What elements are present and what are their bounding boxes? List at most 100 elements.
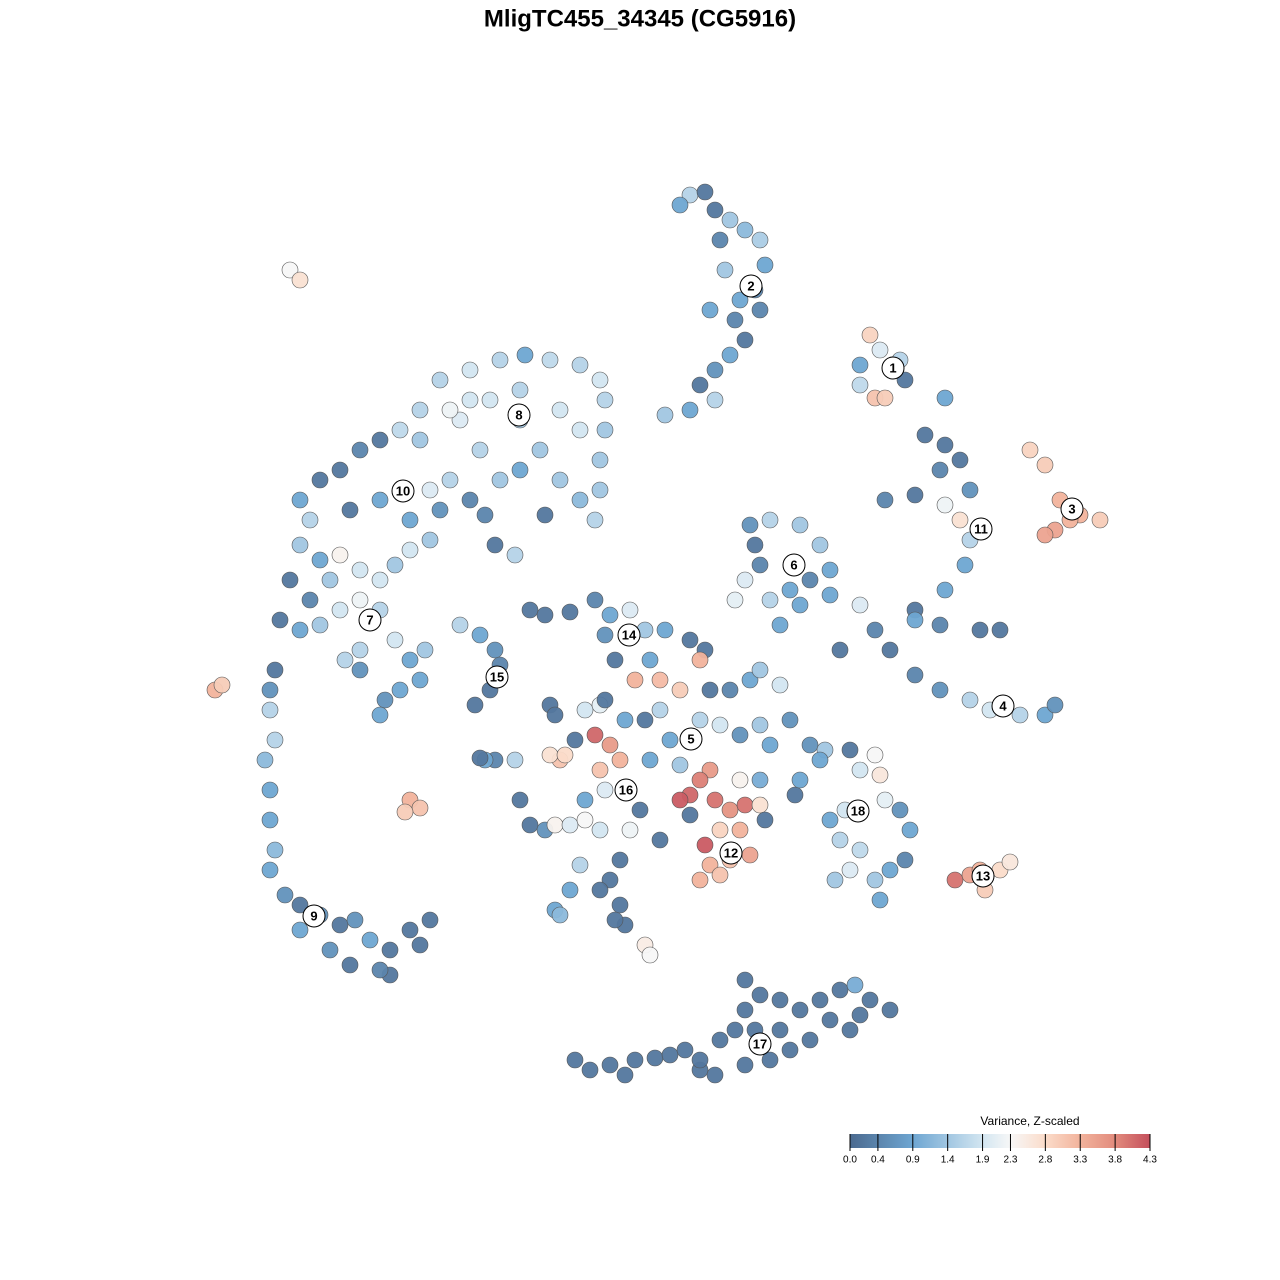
point <box>1036 706 1054 724</box>
point <box>411 799 429 817</box>
point <box>591 761 609 779</box>
point <box>961 481 979 499</box>
point <box>681 401 699 419</box>
cluster-marker <box>617 623 641 647</box>
point <box>331 916 349 934</box>
cluster-label: 4 <box>999 698 1007 713</box>
cluster-label: 2 <box>747 278 754 293</box>
point <box>916 426 934 444</box>
point <box>731 726 749 744</box>
point <box>311 471 329 489</box>
point <box>721 801 739 819</box>
point <box>771 616 789 634</box>
point <box>561 603 579 621</box>
point <box>736 571 754 589</box>
point <box>831 641 849 659</box>
point <box>476 506 494 524</box>
point <box>1036 456 1054 474</box>
point <box>471 626 489 644</box>
point <box>1091 511 1109 529</box>
point <box>691 871 709 889</box>
chart-title: MligTC455_34345 (CG5916) <box>484 5 796 32</box>
point <box>991 621 1009 639</box>
point <box>651 831 669 849</box>
point <box>441 471 459 489</box>
cluster-marker <box>739 274 763 298</box>
point <box>371 491 389 509</box>
point <box>726 311 744 329</box>
point <box>391 421 409 439</box>
point <box>951 511 969 529</box>
cluster-marker <box>358 608 382 632</box>
point <box>481 391 499 409</box>
point <box>521 601 539 619</box>
point <box>536 606 554 624</box>
point <box>591 371 609 389</box>
point <box>516 346 534 364</box>
point <box>291 621 309 639</box>
point <box>331 546 349 564</box>
point <box>566 1051 584 1069</box>
point <box>771 991 789 1009</box>
point <box>726 1021 744 1039</box>
point <box>351 441 369 459</box>
cluster-label: 1 <box>889 360 896 375</box>
point <box>386 556 404 574</box>
point <box>521 816 539 834</box>
point <box>486 536 504 554</box>
cluster-label: 11 <box>974 521 988 536</box>
colorbar-tick-label: 0.0 <box>843 1155 857 1166</box>
point <box>811 991 829 1009</box>
point <box>721 346 739 364</box>
point <box>946 871 964 889</box>
point <box>561 816 579 834</box>
point <box>1046 696 1064 714</box>
point <box>1001 853 1019 871</box>
point <box>851 596 869 614</box>
point <box>906 666 924 684</box>
point <box>576 701 594 719</box>
cluster-label: 14 <box>622 627 637 642</box>
point <box>881 1001 899 1019</box>
point <box>761 511 779 529</box>
colorbar-tick-label: 2.3 <box>1004 1155 1018 1166</box>
point <box>676 1041 694 1059</box>
point <box>761 591 779 609</box>
point <box>736 1056 754 1074</box>
cluster-marker <box>719 841 743 865</box>
colorbar-tick-label: 3.3 <box>1073 1155 1087 1166</box>
point <box>641 751 659 769</box>
point <box>936 436 954 454</box>
colorbar-tick-label: 3.8 <box>1108 1155 1122 1166</box>
colorbar-tick-label: 4.3 <box>1143 1155 1157 1166</box>
point <box>846 976 864 994</box>
point <box>936 496 954 514</box>
point <box>971 621 989 639</box>
point <box>861 326 879 344</box>
point <box>581 1061 599 1079</box>
point <box>421 481 439 499</box>
point <box>416 641 434 659</box>
point <box>596 781 614 799</box>
cluster-label: 5 <box>687 731 694 746</box>
cluster-marker <box>846 799 870 823</box>
point <box>626 671 644 689</box>
point <box>291 536 309 554</box>
point <box>741 516 759 534</box>
point <box>301 511 319 529</box>
colorbar-tick-label: 0.4 <box>871 1155 885 1166</box>
point <box>331 601 349 619</box>
point <box>841 741 859 759</box>
point <box>801 736 819 754</box>
point <box>851 761 869 779</box>
point <box>711 1031 729 1049</box>
point <box>691 376 709 394</box>
point <box>781 581 799 599</box>
point <box>401 921 419 939</box>
point <box>671 196 689 214</box>
point <box>411 671 429 689</box>
point <box>871 766 889 784</box>
point <box>706 361 724 379</box>
point <box>336 651 354 669</box>
point <box>746 536 764 554</box>
